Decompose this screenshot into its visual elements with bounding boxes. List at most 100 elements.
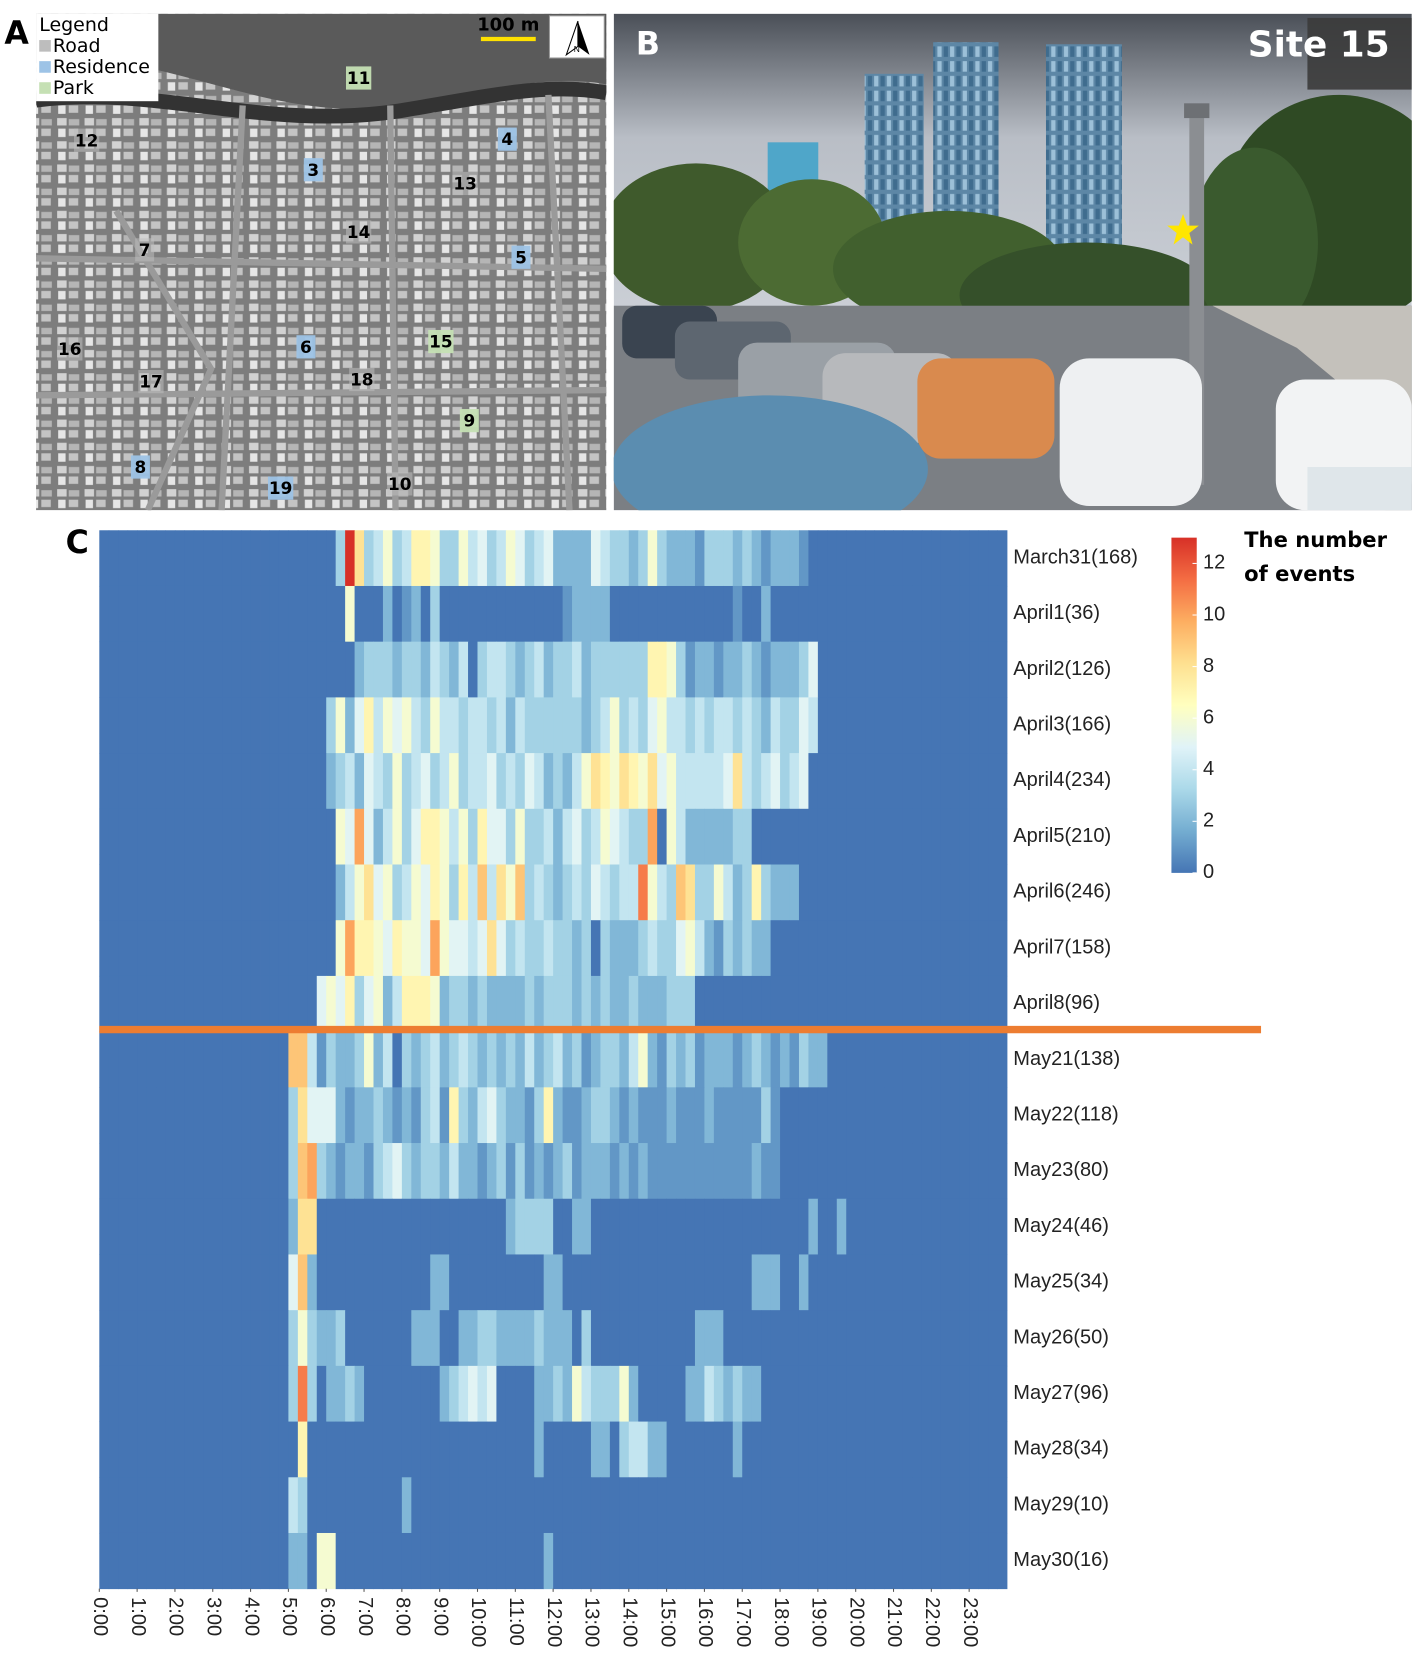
heat-cell [297, 1310, 308, 1367]
heat-cell [600, 1143, 611, 1200]
heat-cell [373, 1532, 384, 1590]
heat-cell [212, 1087, 223, 1144]
heat-cell [581, 530, 592, 587]
heat-cell [666, 1087, 677, 1144]
heat-cell [742, 1421, 753, 1478]
heat-cell [326, 697, 337, 754]
heat-cell [118, 1143, 129, 1200]
heat-cell [468, 1254, 478, 1311]
heat-cell [988, 864, 998, 921]
heat-cell [146, 1031, 157, 1088]
heat-cell [382, 975, 393, 1033]
colorbar-tick-label: 12 [1203, 552, 1225, 574]
heat-cell [647, 1031, 658, 1088]
heat-cell [203, 1198, 214, 1255]
heat-cell [817, 808, 828, 865]
colorbar-title: The number of events [1244, 527, 1387, 587]
heat-cell [638, 1254, 649, 1311]
heat-cell [600, 753, 611, 810]
heat-cell [647, 753, 658, 810]
heat-cell [950, 864, 961, 921]
heat-cell [335, 1143, 346, 1200]
heat-cell [496, 920, 507, 977]
heat-cell [515, 920, 526, 977]
heat-cell [401, 1477, 412, 1534]
heat-cell [543, 697, 554, 754]
heat-cell [572, 864, 582, 921]
heat-cell [212, 1310, 223, 1367]
heat-cell [874, 530, 885, 587]
heat-cell [184, 641, 195, 698]
heat-cell [893, 697, 904, 754]
heat-cell [326, 1031, 337, 1088]
heat-cell [988, 585, 998, 643]
heat-cell [307, 1310, 318, 1367]
heat-cell [997, 1365, 1008, 1422]
heat-cell [921, 1198, 932, 1255]
heat-cell [628, 975, 639, 1033]
heat-cell [165, 585, 176, 643]
heat-cell [884, 1365, 894, 1422]
heat-cell [174, 864, 185, 921]
heat-cell [761, 1087, 772, 1144]
heat-cell [798, 1532, 809, 1590]
heat-cell [118, 808, 129, 865]
heat-cell [978, 530, 989, 587]
heat-cell [798, 1031, 809, 1088]
heat-cell [468, 1143, 478, 1200]
heat-cell [600, 1532, 611, 1590]
heat-cell [893, 641, 904, 698]
heat-cell [373, 697, 384, 754]
heat-cell [846, 530, 857, 587]
heat-cell [99, 1087, 110, 1144]
row-label: April8(96) [1013, 992, 1100, 1014]
heat-cell [524, 864, 535, 921]
heat-cell [902, 808, 913, 865]
heat-cell [354, 1477, 365, 1534]
heat-cell [827, 1087, 838, 1144]
heat-cell [770, 1532, 781, 1590]
heat-cell [364, 1365, 374, 1422]
heat-cell [798, 753, 809, 810]
heat-cell [619, 1198, 630, 1255]
heat-cell [193, 753, 204, 810]
heat-cell [751, 1087, 762, 1144]
heat-cell [704, 1477, 715, 1534]
heat-cell [704, 975, 715, 1033]
heat-cell [316, 808, 327, 865]
heat-cell [297, 1254, 308, 1311]
heat-cell [335, 1198, 346, 1255]
heat-cell [732, 808, 743, 865]
heat-cell [477, 1143, 488, 1200]
heat-cell [146, 1143, 157, 1200]
heat-cell [770, 1254, 781, 1311]
heat-cell [742, 920, 753, 977]
heat-cell [723, 1532, 734, 1590]
heat-cell [458, 753, 469, 810]
heat-cell [798, 1254, 809, 1311]
heat-cell [638, 864, 649, 921]
heat-cell [468, 1087, 478, 1144]
heat-cell [241, 1254, 252, 1311]
heat-cell [373, 920, 384, 977]
heat-cell [241, 1365, 252, 1422]
heat-cell [458, 1143, 469, 1200]
heat-cell [798, 530, 809, 587]
heat-cell [307, 864, 318, 921]
heat-cell [137, 975, 147, 1033]
heat-cell [430, 1087, 441, 1144]
heat-cell [638, 975, 649, 1033]
heat-cell [297, 1421, 308, 1478]
heat-cell [600, 530, 611, 587]
x-tick-label: 4:00 [240, 1597, 262, 1636]
heat-cell [382, 920, 393, 977]
heat-cell [345, 808, 356, 865]
heat-cell [874, 1031, 885, 1088]
heat-cell [156, 1365, 166, 1422]
heat-cell [458, 1310, 469, 1367]
heat-cell [439, 1365, 450, 1422]
heat-cell [855, 585, 866, 643]
heat-cell [222, 1477, 233, 1534]
heat-cell [411, 1532, 422, 1590]
heat-cell [950, 1421, 961, 1478]
